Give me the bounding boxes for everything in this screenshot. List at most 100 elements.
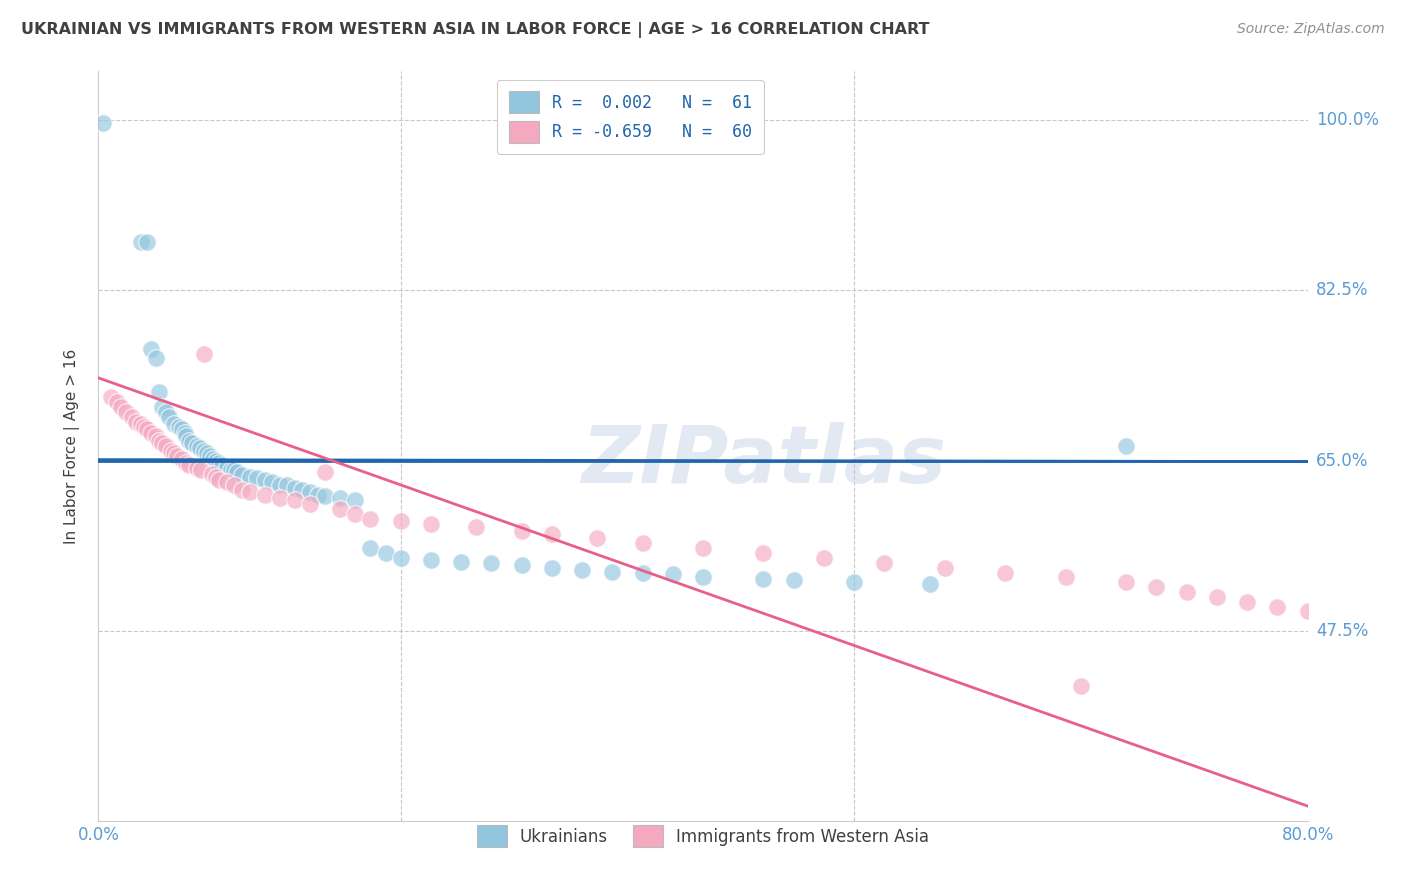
Point [602,565,624,579]
Point [148,434,170,449]
Point [179,434,201,449]
Point [174,456,197,470]
Point [215,475,238,489]
Point [150,436,173,450]
Point [201,467,224,482]
Point [100,390,122,404]
Point [211,458,233,473]
Point [284,481,307,495]
Point [873,556,896,570]
Point [135,422,157,436]
Point [132,419,155,434]
Point [692,541,714,556]
Point [193,346,215,360]
Point [193,443,215,458]
Point [208,473,231,487]
Point [221,463,243,477]
Point [239,484,262,499]
Point [121,409,143,424]
Point [155,405,177,419]
Text: UKRAINIAN VS IMMIGRANTS FROM WESTERN ASIA IN LABOR FORCE | AGE > 16 CORRELATION : UKRAINIAN VS IMMIGRANTS FROM WESTERN ASI… [21,22,929,38]
Point [179,458,201,473]
Point [661,567,683,582]
Point [631,536,654,550]
Point [125,415,148,429]
Point [224,463,246,477]
Point [239,470,262,484]
Point [1144,580,1167,594]
Point [170,451,193,466]
Point [813,550,835,565]
Point [918,577,941,591]
Point [155,439,177,453]
Point [284,492,307,507]
Point [934,560,956,574]
Point [202,451,225,466]
Point [420,516,443,531]
Point [360,541,382,556]
Point [314,489,336,503]
Point [141,342,163,356]
Point [450,555,472,569]
Point [205,470,228,484]
Point [174,429,197,443]
Point [253,488,276,502]
Point [253,473,276,487]
Point [150,400,173,414]
Text: ZIPatlas: ZIPatlas [581,422,946,500]
Point [1115,439,1137,453]
Point [105,395,128,409]
Point [481,556,503,570]
Point [329,502,352,516]
Y-axis label: In Labor Force | Age > 16: In Labor Force | Age > 16 [63,349,80,543]
Point [195,446,218,460]
Point [1267,599,1289,614]
Text: 100.0%: 100.0% [1316,111,1379,129]
Point [307,488,329,502]
Point [276,478,298,492]
Point [91,116,114,130]
Point [329,491,352,505]
Point [170,422,193,436]
Point [631,566,654,580]
Point [186,461,208,475]
Point [1115,575,1137,590]
Point [374,546,396,560]
Point [269,478,291,492]
Point [190,463,212,477]
Text: 82.5%: 82.5% [1316,281,1368,300]
Point [752,572,775,586]
Point [205,453,228,467]
Point [360,512,382,526]
Point [200,449,222,463]
Point [291,483,314,497]
Point [246,471,269,485]
Point [1206,590,1229,604]
Point [141,426,163,441]
Point [159,409,181,424]
Point [166,449,188,463]
Text: Source: ZipAtlas.com: Source: ZipAtlas.com [1237,22,1385,37]
Point [188,441,211,455]
Point [208,456,231,470]
Point [173,426,195,441]
Point [226,465,249,479]
Point [344,492,367,507]
Point [389,514,412,528]
Point [510,558,533,572]
Point [231,468,253,483]
Point [186,439,208,453]
Point [215,460,238,475]
Point [1175,585,1198,599]
Legend: Ukrainians, Immigrants from Western Asia: Ukrainians, Immigrants from Western Asia [470,819,936,854]
Point [114,405,136,419]
Point [269,491,291,505]
Point [540,526,562,541]
Point [420,553,443,567]
Point [389,550,412,565]
Point [571,563,593,577]
Point [145,429,167,443]
Point [994,566,1017,580]
Point [510,524,533,538]
Point [224,478,246,492]
